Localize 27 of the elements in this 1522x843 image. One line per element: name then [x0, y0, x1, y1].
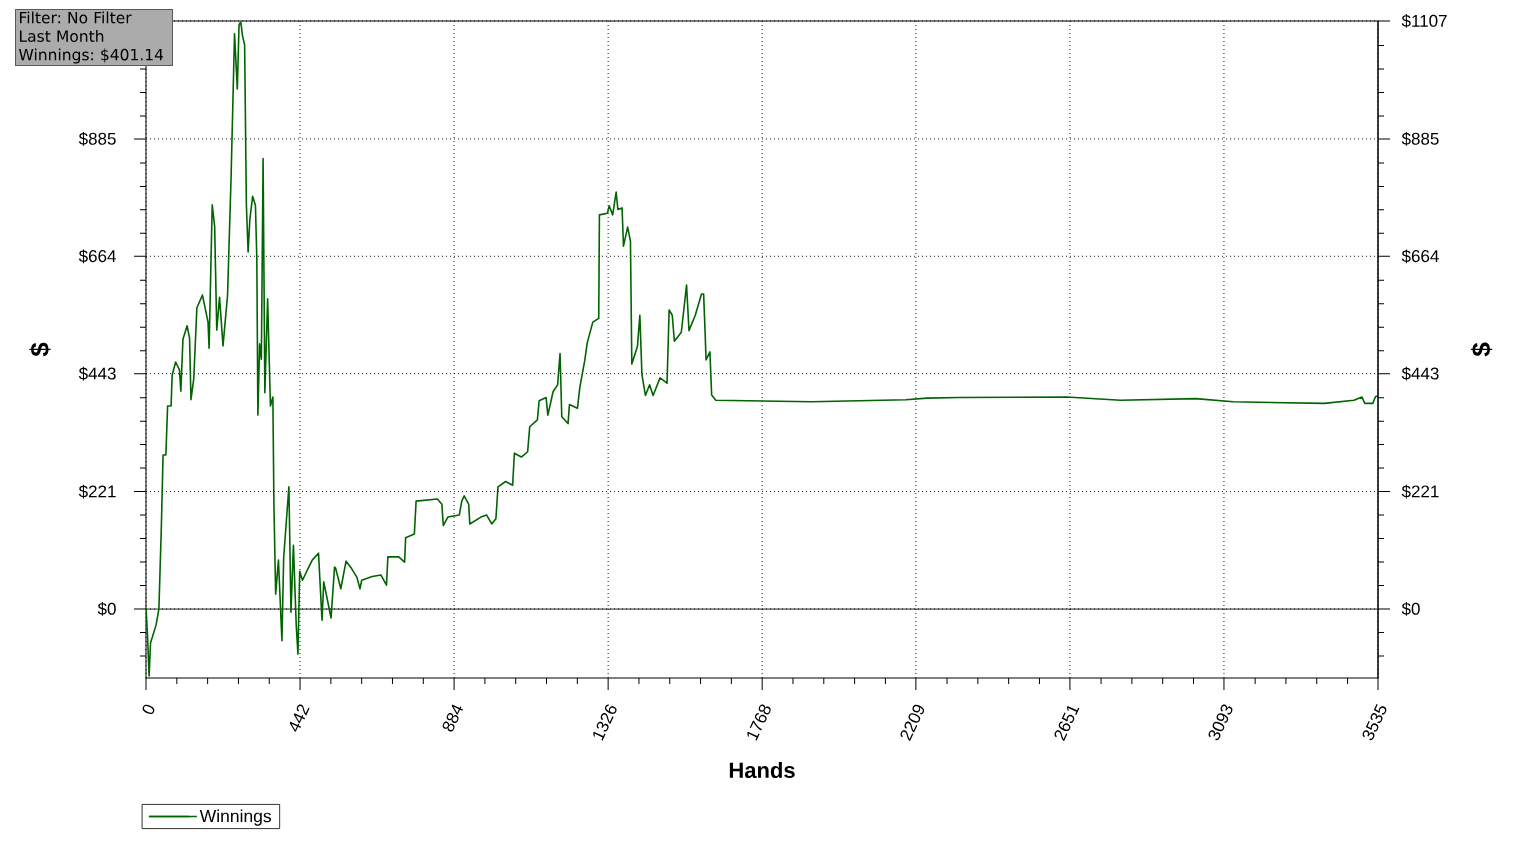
text: Filter: No Filter	[20, 11, 132, 24]
y-tick-label: $664	[78, 249, 116, 264]
x-tick-label: 1326	[593, 704, 617, 741]
y2-tick-label: $0	[1401, 602, 1420, 616]
y2-tick-label: $443	[1401, 366, 1439, 381]
y2-tick-label: $664	[1401, 249, 1439, 264]
y-tick-label: $221	[78, 484, 116, 499]
text: Last Month	[20, 29, 104, 42]
y2-tick-label: $221	[1401, 484, 1439, 499]
x-tick-label: 0	[142, 704, 155, 715]
y-axis-title: $	[29, 342, 51, 357]
x-tick-label: 442	[289, 704, 310, 732]
y-tick-label: $443	[78, 366, 116, 381]
x-tick-label: 3535	[1362, 703, 1387, 741]
y-tick-label: $885	[78, 132, 116, 146]
x-tick-label: 1768	[747, 704, 771, 741]
x-tick-label: 2651	[1054, 705, 1080, 742]
annotation: Winnings: $401.14	[19, 48, 164, 64]
y-tick-label: $0	[97, 602, 116, 616]
x-tick-label: 3093	[1208, 704, 1233, 741]
y2-tick-label: $1107	[1401, 14, 1447, 28]
y2-axis-title: $	[1470, 342, 1493, 357]
x-axis-title: Hands	[729, 761, 795, 779]
x-tick-label: 2209	[900, 704, 925, 742]
x-tick-label: 884	[442, 704, 463, 732]
legend-label: Winnings	[199, 809, 272, 826]
y2-tick-label: $885	[1401, 132, 1439, 146]
